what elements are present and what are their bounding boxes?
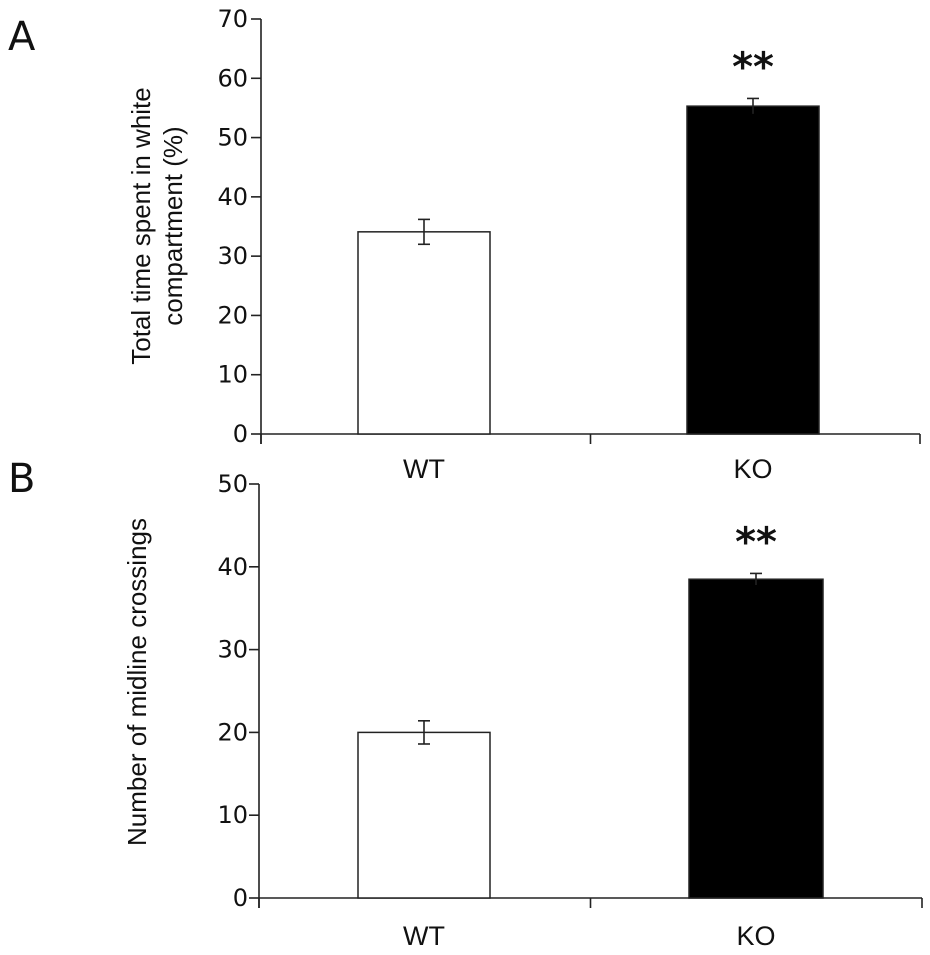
y-tick-label: 30 [217, 636, 248, 664]
y-tick-label: 70 [217, 5, 248, 33]
y-axis-title: Total time spent in white [126, 87, 156, 364]
bar-ko [686, 105, 820, 435]
panel-a: A 0 10 20 30 40 50 60 70 WT ** KO Total time spent … [8, 5, 921, 484]
panel-b: B 0 10 20 30 40 50 WT ** KO Number of midline cro… [8, 456, 923, 951]
x-category-label: WT [403, 454, 445, 484]
bar-wt [357, 231, 491, 435]
bar-ko [688, 578, 824, 899]
significance-marker: ** [735, 519, 777, 565]
y-tick-label: 10 [217, 361, 248, 389]
y-tick-label: 0 [233, 420, 248, 448]
y-tick-label: 10 [217, 801, 248, 829]
x-category-label: KO [736, 921, 775, 951]
x-category-label: KO [733, 454, 772, 484]
y-axis-title: Number of midline crossings [122, 518, 152, 846]
y-tick-label: 20 [217, 718, 248, 746]
x-category-label: WT [403, 921, 445, 951]
y-tick-label: 50 [217, 124, 248, 152]
y-tick-label: 60 [217, 64, 248, 92]
y-tick-label: 0 [233, 884, 248, 912]
y-axis-title: compartment (%) [158, 126, 188, 325]
bar-wt [357, 731, 491, 899]
panel-label: B [8, 456, 35, 502]
y-tick-label: 40 [217, 553, 248, 581]
y-tick-label: 30 [217, 242, 248, 270]
y-tick-label: 20 [217, 301, 248, 329]
y-tick-label: 40 [217, 183, 248, 211]
significance-marker: ** [732, 44, 774, 90]
y-tick-label: 50 [217, 470, 248, 498]
panel-label: A [8, 14, 36, 60]
